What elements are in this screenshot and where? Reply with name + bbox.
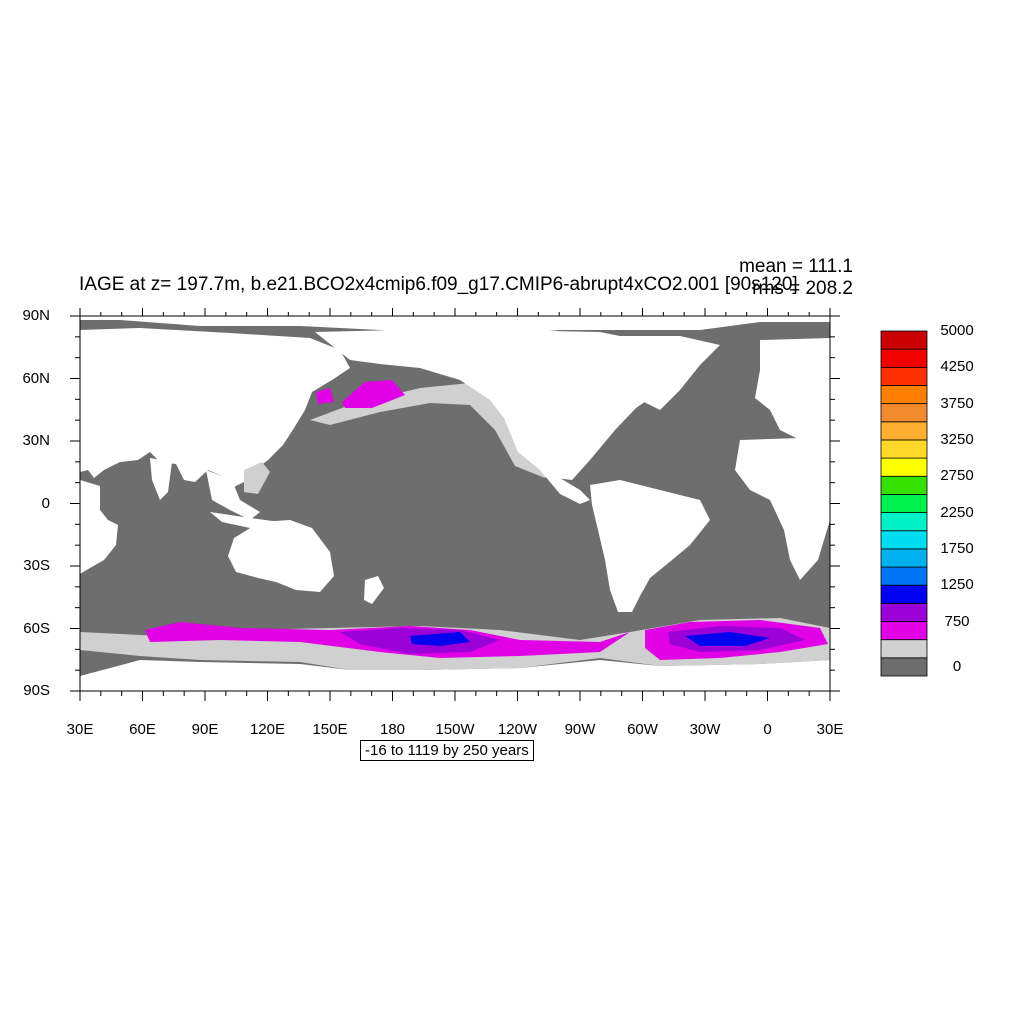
- colorbar-swatch: [880, 403, 928, 423]
- rms-stat: rms = 208.2: [752, 278, 853, 299]
- colorbar-label: 4250: [940, 358, 974, 376]
- colorbar-label: 1750: [940, 539, 974, 557]
- arctic-land: [80, 316, 830, 338]
- colorbar-label: 750: [944, 612, 970, 630]
- axis-ticks: [70, 308, 840, 701]
- australia-land: [228, 520, 334, 592]
- lon-label: 180: [379, 721, 406, 738]
- lat-label: 60N: [22, 369, 50, 387]
- north-pacific-magenta-patch: [342, 380, 405, 408]
- lon-label: 0: [763, 721, 772, 738]
- colorbar-swatch: [880, 348, 928, 368]
- colorbar-label: 3750: [940, 394, 974, 412]
- colorbar-swatch: [880, 494, 928, 513]
- small-magenta-patch: [316, 388, 334, 404]
- colorbar-swatch: [880, 548, 928, 568]
- contour-info-box: -16 to 1119 by 250 years: [360, 740, 534, 761]
- central-america-land: [540, 470, 590, 504]
- lon-label: 90W: [564, 721, 596, 738]
- lon-label: 60W: [627, 721, 658, 738]
- colorbar-label: 0: [952, 657, 962, 675]
- colorbar-label: 5000: [940, 322, 974, 339]
- colorbar-swatch: [880, 439, 928, 459]
- antarctica-land: [80, 660, 830, 691]
- lon-label: 90E: [191, 721, 219, 738]
- europe-land-right: [755, 338, 830, 440]
- colorbar-swatch: [880, 602, 928, 622]
- colorbar-swatch: [880, 639, 928, 659]
- lat-label: 90N: [22, 307, 50, 324]
- colorbar-swatch: [880, 621, 928, 641]
- colorbar-swatch: [880, 657, 928, 677]
- colorbar-label: 2250: [940, 503, 974, 521]
- lon-label: 150W: [435, 721, 475, 738]
- plot-title: IAGE at z= 197.7m, b.e21.BCO2x4cmip6.f09…: [79, 274, 798, 295]
- colorbar-swatch: [880, 330, 928, 350]
- colorbar-swatch: [880, 385, 928, 405]
- eurasia-land: [80, 328, 350, 488]
- colorbar-label: 1250: [940, 576, 974, 594]
- southeast-asia-land: [206, 470, 260, 520]
- greenland-land: [560, 336, 720, 410]
- colorbar-swatch: [880, 366, 928, 386]
- lon-label: 30E: [66, 721, 94, 738]
- africa-land: [80, 480, 118, 574]
- lon-label: 120W: [497, 721, 538, 738]
- lon-label: 60E: [129, 721, 156, 738]
- lon-label: 120E: [249, 721, 286, 738]
- india-land: [150, 458, 172, 500]
- mean-stat: mean = 111.1: [739, 256, 853, 277]
- colorbar-swatch: [880, 475, 928, 495]
- blue-region-west: [410, 632, 470, 646]
- colorbar-swatch: [880, 457, 928, 477]
- new-zealand-land: [364, 576, 384, 604]
- lon-label: 30E: [816, 721, 844, 738]
- lon-label: 150E: [312, 721, 348, 738]
- china-grey-patch: [244, 462, 270, 494]
- colorbar-swatch: [880, 584, 928, 604]
- colorbar-swatch: [880, 530, 928, 550]
- south-america-land: [590, 480, 710, 612]
- lon-label: 30W: [689, 721, 721, 738]
- lat-label: 60S: [23, 619, 50, 637]
- africa-land-right: [735, 438, 830, 580]
- colorbar-swatch: [880, 566, 928, 586]
- colorbar-label: 3250: [940, 430, 974, 448]
- colorbar-swatch: [880, 512, 928, 532]
- colorbar-swatch: [880, 421, 928, 441]
- blue-region-east: [685, 632, 770, 646]
- lat-label: 30S: [23, 557, 50, 574]
- lat-label: 90S: [23, 682, 50, 699]
- lat-label: 0: [41, 494, 50, 512]
- north-america-land: [315, 330, 662, 480]
- colorbar-label: 2750: [940, 467, 974, 485]
- lat-label: 30N: [22, 432, 50, 449]
- colorbar: [880, 330, 928, 677]
